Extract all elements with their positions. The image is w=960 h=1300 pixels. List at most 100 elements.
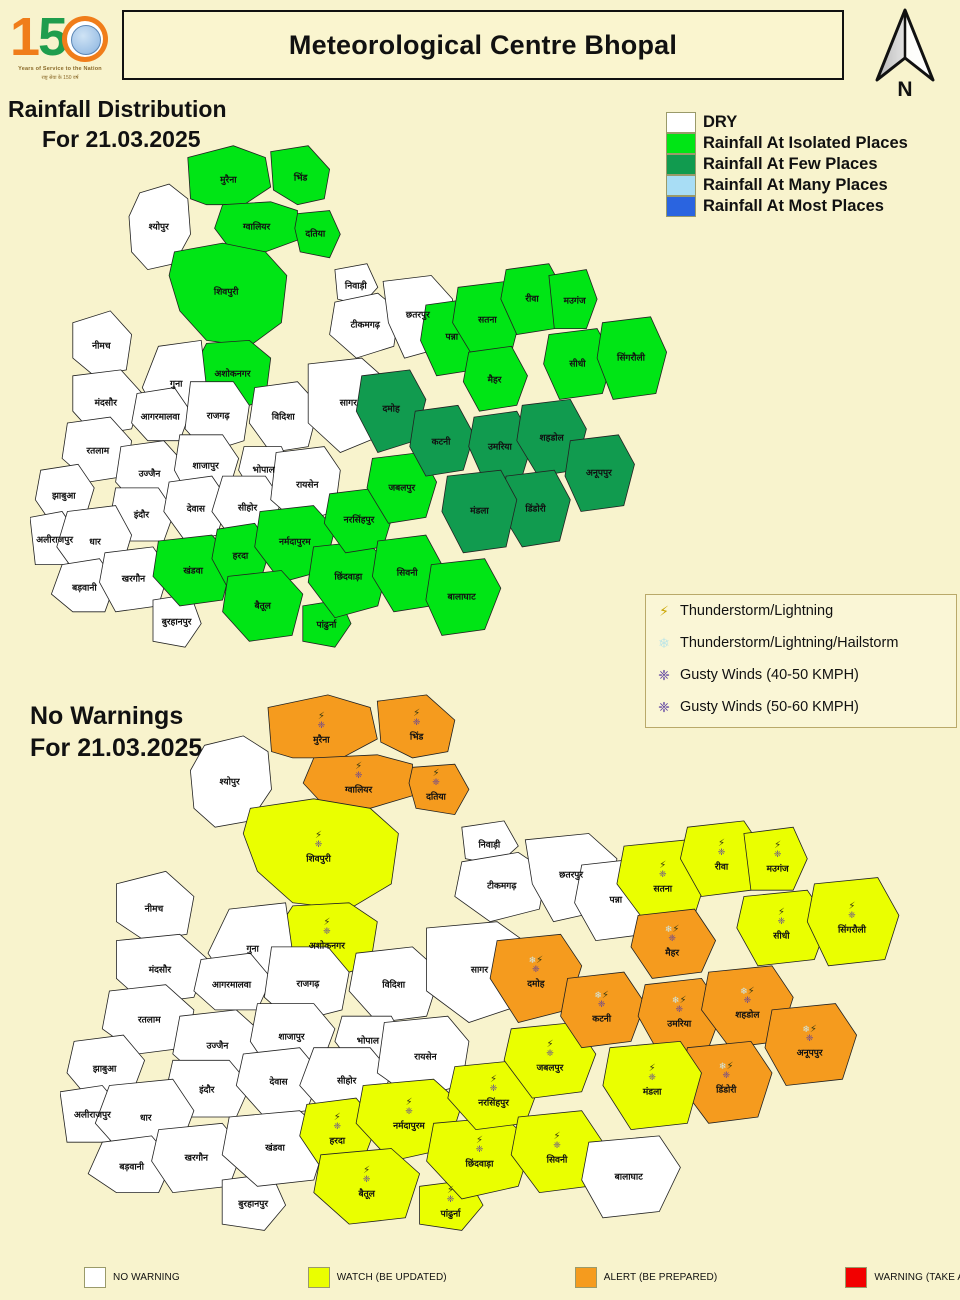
district-label: बालाघाट [614,1171,643,1182]
lightning-icon: ⚡ [363,1165,371,1177]
district-label: ग्वालियर [243,221,271,232]
district-label: सिंगरौली [617,352,645,363]
district-label: सागर [470,964,489,975]
district-label: नर्मदापुरम [393,1120,425,1131]
district-label: पन्ना [609,894,623,905]
gusty-wind-icon: ❈ [658,666,670,683]
district-label: सीहोर [237,502,258,513]
legend-label: Rainfall At Most Places [703,197,884,215]
legend-label: Rainfall At Few Places [703,155,878,173]
lightning-icon: ⚡ [648,1063,656,1075]
hailstorm-icon: ❄ [802,1023,810,1034]
district-label: झाबुआ [92,1063,117,1074]
warning-title-line1: No Warnings [30,702,184,730]
district-label: अलीराजपुर [74,1109,111,1120]
district-बड़वानी [87,1135,174,1194]
district-सीधी [736,889,829,967]
legend-label: Rainfall At Isolated Places [703,134,908,152]
weather-symbol-group: ⚡ ❈ [718,838,726,857]
district-मंदसौर [72,369,143,436]
rainfall-legend-item: Rainfall At Most Places [666,196,958,217]
district-label: विदिशा [271,411,295,422]
district-मुरैना [187,145,272,206]
hailstorm-icon: ❄ [658,634,670,651]
district-label: राजगढ़ [296,978,320,989]
district-label: सीधी [773,930,790,941]
district-label: डिंडोरी [525,503,546,514]
district-label: मंदसौर [94,397,117,408]
district-शिवपुरी [242,798,399,910]
district-ग्वालियर [214,201,298,253]
district-label: बुरहानपुर [238,1198,269,1209]
weather-symbol-group: ❄⚡ ❈ [802,1023,817,1043]
district-label: देवास [269,1076,288,1087]
district-शिवपुरी [168,242,288,347]
lightning-icon: ⚡ [475,1134,483,1146]
weather-symbol-group: ⚡ ❈ [405,1098,413,1116]
district-label: शाजापुर [192,460,219,471]
district-label: मउगंज [766,863,789,874]
lightning-icon: ⚡ [355,760,363,772]
district-label: सतना [653,883,673,894]
district-label: रीवा [714,861,729,872]
district-मउगंज [743,826,808,891]
district-label: जबलपुर [388,482,416,493]
gusty-wind-icon: ❈ [675,1004,683,1015]
gusty-wind-icon: ❈ [668,932,676,943]
weather-symbol-group: ⚡ ❈ [648,1064,656,1082]
gusty-wind-icon: ❈ [475,1143,484,1154]
legend-swatch [666,196,696,217]
lightning-icon: ⚡ [432,767,440,779]
district-label: धार [139,1112,152,1123]
district-label: उमरिया [667,1018,692,1029]
north-arrow-icon: N [855,6,955,106]
anniversary-logo: 15 Years of Service to the Nation राष्ट्… [6,4,114,92]
symbol-legend-label: Gusty Winds (50-60 KMPH) [680,699,859,715]
gusty-wind-icon: ❈ [333,1120,342,1131]
district-label: उज्जैन [138,468,161,479]
district-दतिया [408,763,470,816]
hailstorm-icon: ❄ [740,985,748,996]
page-title-box: Meteorological Centre Bhopal [122,10,844,80]
warning-level-item: WARNING (TAKE ACTION) [845,1266,960,1288]
weather-symbol-group: ⚡ ❈ [333,1112,342,1131]
rainfall-legend-item: Rainfall At Many Places [666,175,958,196]
district-label: सतना [478,314,497,325]
district-label: शिवपुरी [213,286,239,297]
district-label: श्योपुर [148,221,169,232]
weather-symbol-group: ❄⚡ ❈ [740,985,755,1005]
gusty-wind-icon: ❈ [317,719,326,730]
district-label: धार [89,536,101,547]
lightning-icon: ⚡ [777,906,785,918]
lightning-icon: ⚡ [405,1097,413,1108]
district-भिंड [376,694,456,759]
weather-symbol-group: ⚡ ❈ [475,1134,484,1154]
weather-symbol-group: ⚡ ❈ [553,1131,561,1150]
district-label: नीमच [92,340,111,351]
district-label: नीमच [144,903,164,914]
weather-symbol-group: ⚡ ❈ [774,839,782,859]
gusty-wind-icon: ❈ [323,926,331,937]
hailstorm-icon: ❄ [664,923,673,934]
warnings-map: श्योपुर मुरैना ⚡ ❈ भिंड ⚡ ❈ ग्वालियर ⚡ ❈ दतिया ⚡ ❈ शि… [60,690,920,1250]
logo-caption-hindi: राष्ट्र सेवा के 150 वर्ष [41,75,79,81]
gusty-wind-icon: ❈ [658,868,667,879]
district-label: मंडला [470,505,489,516]
district-label: इंदौर [199,1084,215,1095]
weather-symbol-group: ⚡ ❈ [413,708,421,727]
warning-level-item: WATCH (BE UPDATED) [307,1266,447,1288]
district-label: सिवनी [546,1154,568,1165]
district-label: जबलपुर [536,1062,564,1073]
gusty-wind-icon: ❈ [314,838,323,849]
district-विदिशा [348,946,442,1023]
district-label: खंडवा [183,565,203,576]
district-label: खरगौन [121,573,146,584]
district-label: बैतूल [358,1188,375,1199]
district-label: दमोह [382,403,400,414]
warning-level-legend: NO WARNING WATCH (BE UPDATED) ALERT (BE PR… [0,1262,960,1292]
weather-symbol-group: ⚡ ❈ [355,760,363,780]
weather-symbol-group: ⚡ ❈ [848,901,856,920]
lightning-icon: ⚡ [774,839,782,851]
district-label: छतरपुर [559,869,584,880]
warning-level-swatch [574,1266,597,1288]
